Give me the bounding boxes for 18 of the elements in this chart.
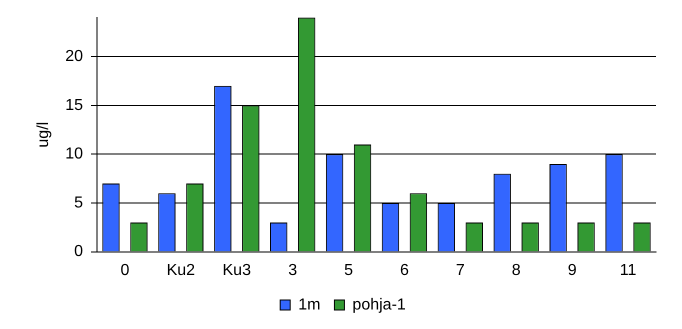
x-tick-label: 3 xyxy=(288,262,298,279)
x-tick-label: Ku2 xyxy=(166,262,196,279)
x-tick-label: 8 xyxy=(512,262,521,279)
legend-label: 1m xyxy=(298,296,320,314)
y-tick-label: 15 xyxy=(65,96,84,114)
x-tick-label: 9 xyxy=(568,262,577,279)
y-axis-title: ug/l xyxy=(35,122,52,148)
x-tick-label: 11 xyxy=(620,262,636,279)
y-tick-label: 0 xyxy=(74,243,84,260)
x-tick-label: 0 xyxy=(120,262,130,279)
x-tick-label: 5 xyxy=(344,262,354,279)
y-tick-label: 10 xyxy=(65,146,84,163)
y-tick-label: 20 xyxy=(65,48,84,66)
x-tick-label: Ku3 xyxy=(222,262,252,279)
y-tick-label: 5 xyxy=(74,194,84,212)
x-tick-label: 6 xyxy=(400,262,409,279)
legend-label: pohja-1 xyxy=(352,296,406,314)
x-tick-label: 7 xyxy=(456,262,465,279)
